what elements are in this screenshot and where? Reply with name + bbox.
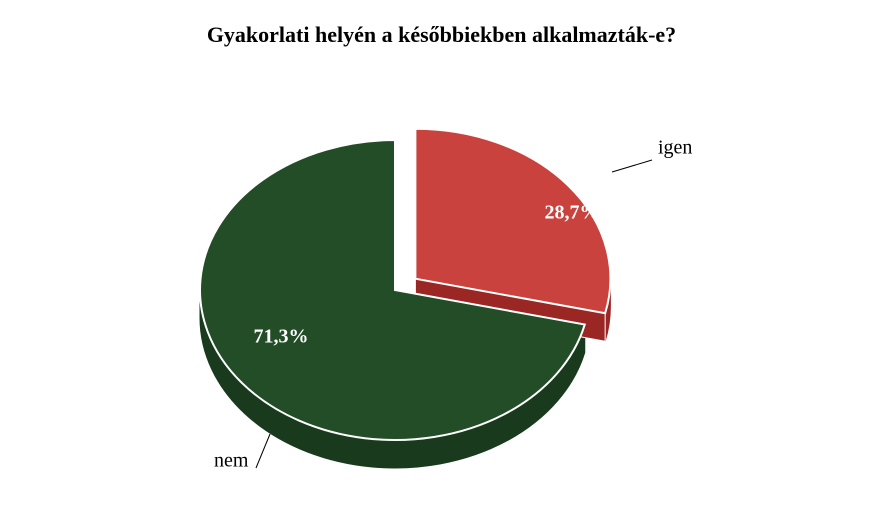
leader-igen [612,160,652,172]
percent-label-nem: 71,3% [254,326,309,349]
pie-chart: Gyakorlati helyén a későbbiekben alkalma… [0,0,883,528]
category-label-nem: nem [214,450,248,473]
percent-label-igen: 28,7% [545,202,600,225]
category-label-igen: igen [658,137,692,160]
pie-svg [0,0,883,528]
leader-nem [256,434,270,468]
